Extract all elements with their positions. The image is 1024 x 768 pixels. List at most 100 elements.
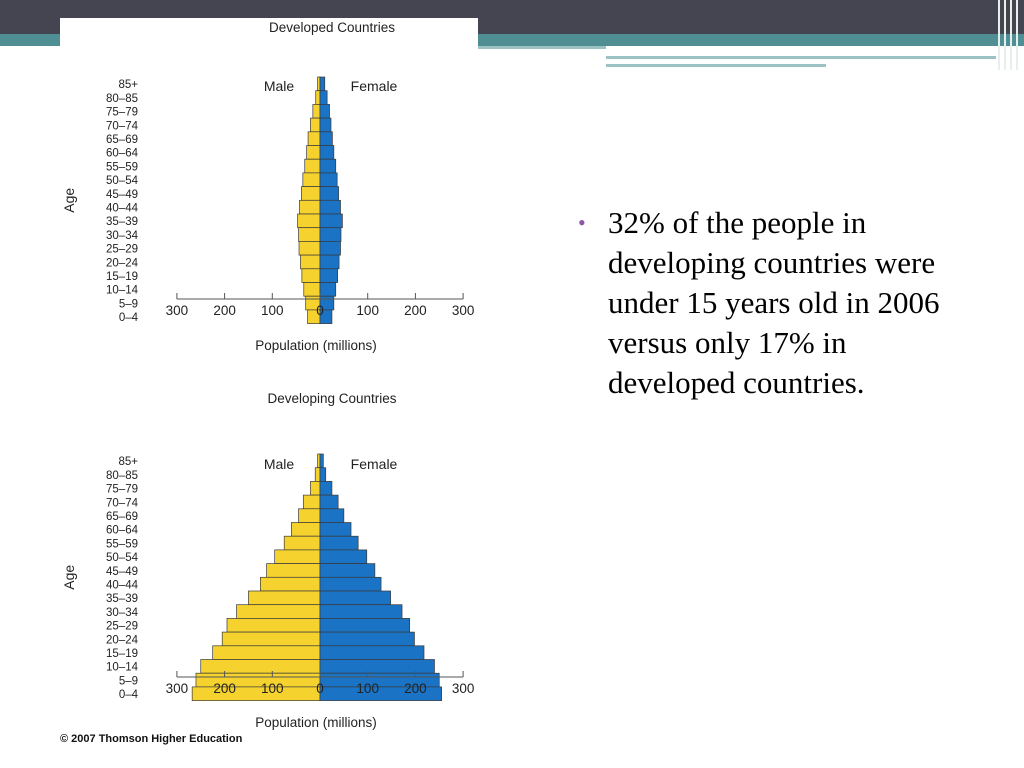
age-group-label: 65–69 bbox=[106, 134, 138, 146]
bar-female bbox=[319, 213, 343, 229]
bar-female bbox=[319, 453, 324, 469]
legend-female-label: Female bbox=[351, 456, 398, 472]
header-line bbox=[478, 46, 606, 49]
bullet-text: 32% of the people in developing countrie… bbox=[608, 205, 940, 400]
age-group-label: 60–64 bbox=[106, 525, 139, 537]
x-tick-label: 100 bbox=[261, 303, 284, 318]
age-group-label: 30–34 bbox=[106, 607, 139, 619]
bar-male bbox=[302, 172, 321, 187]
age-group-label: 85+ bbox=[118, 456, 138, 468]
population-pyramids: Developed Countries Age Population (mill… bbox=[60, 20, 475, 745]
header-vertical-lines bbox=[994, 0, 1024, 70]
bar-female bbox=[319, 686, 442, 701]
age-group-label: 75–79 bbox=[106, 484, 138, 496]
header-line bbox=[606, 56, 996, 59]
bar-female bbox=[319, 158, 337, 174]
x-tick-label: 200 bbox=[404, 681, 427, 696]
bar-male bbox=[221, 631, 321, 647]
age-group-label: 10–14 bbox=[106, 662, 139, 674]
bar-male bbox=[226, 618, 321, 633]
bar-female bbox=[319, 76, 326, 92]
bar-male bbox=[191, 686, 321, 701]
x-tick-label: 100 bbox=[261, 681, 284, 696]
header-line bbox=[606, 64, 826, 67]
age-group-label: 80–85 bbox=[106, 470, 138, 482]
bar-female bbox=[319, 172, 338, 187]
bar-male bbox=[212, 645, 321, 660]
bar-male bbox=[291, 522, 321, 537]
age-group-label: 80–85 bbox=[106, 93, 138, 105]
bar-male bbox=[266, 563, 321, 578]
pyramid-developing: Developing Countries Age Population (mil… bbox=[61, 391, 474, 730]
bar-male bbox=[300, 254, 321, 270]
age-group-label: 20–24 bbox=[106, 634, 139, 646]
bar-female bbox=[319, 254, 340, 270]
age-group-label: 50–54 bbox=[106, 175, 139, 187]
bar-male bbox=[248, 590, 321, 606]
bar-female bbox=[319, 90, 328, 105]
bar-female bbox=[319, 104, 330, 119]
age-group-label: 75–79 bbox=[106, 107, 138, 119]
bar-female bbox=[319, 590, 391, 606]
bar-male bbox=[200, 659, 321, 674]
bar-female bbox=[319, 618, 411, 633]
bar-male bbox=[283, 535, 321, 551]
age-group-label: 15–19 bbox=[106, 271, 138, 283]
x-tick-label: 300 bbox=[452, 681, 475, 696]
bar-female bbox=[319, 522, 352, 537]
x-tick-label: 200 bbox=[404, 303, 427, 318]
bar-female bbox=[319, 131, 333, 146]
copyright-text: © 2007 Thomson Higher Education bbox=[60, 733, 243, 745]
bar-female bbox=[319, 508, 345, 523]
bar-female bbox=[319, 117, 332, 133]
age-group-label: 25–29 bbox=[106, 244, 138, 256]
age-group-label: 35–39 bbox=[106, 216, 138, 228]
age-group-label: 65–69 bbox=[106, 511, 138, 523]
bar-male bbox=[298, 227, 321, 242]
bar-male bbox=[301, 186, 321, 201]
bar-female bbox=[319, 309, 333, 324]
age-group-label: 55–59 bbox=[106, 161, 138, 173]
bar-female bbox=[319, 494, 339, 510]
bar-male bbox=[306, 145, 321, 160]
x-axis-label: Population (millions) bbox=[255, 338, 377, 353]
y-axis-label: Age bbox=[61, 565, 77, 590]
bar-female bbox=[319, 549, 368, 564]
bar-female bbox=[319, 604, 403, 619]
bar-female bbox=[319, 563, 376, 578]
x-tick-label: 300 bbox=[166, 681, 189, 696]
y-axis-label: Age bbox=[61, 188, 77, 213]
bar-female bbox=[319, 186, 339, 201]
x-tick-label: 100 bbox=[356, 681, 379, 696]
age-group-label: 55–59 bbox=[106, 538, 138, 550]
bullet-dot-icon: • bbox=[578, 210, 586, 235]
age-group-label: 70–74 bbox=[106, 120, 139, 132]
age-group-label: 40–44 bbox=[106, 203, 139, 215]
age-group-label: 35–39 bbox=[106, 593, 138, 605]
bar-male bbox=[317, 453, 321, 469]
bar-female bbox=[319, 576, 382, 592]
bar-male bbox=[314, 467, 321, 482]
x-tick-label: 0 bbox=[316, 681, 324, 696]
legend-female-label: Female bbox=[351, 78, 398, 94]
age-group-label: 40–44 bbox=[106, 580, 139, 592]
age-group-label: 25–29 bbox=[106, 621, 138, 633]
bar-male bbox=[301, 268, 321, 283]
bar-female bbox=[319, 481, 333, 496]
bar-female bbox=[319, 535, 359, 551]
bar-female bbox=[319, 199, 341, 215]
age-group-label: 5–9 bbox=[119, 298, 138, 310]
x-tick-label: 0 bbox=[316, 303, 324, 318]
age-group-label: 50–54 bbox=[106, 552, 139, 564]
bar-male bbox=[298, 241, 321, 256]
bar-male bbox=[299, 199, 321, 215]
age-group-label: 70–74 bbox=[106, 497, 139, 509]
bar-male bbox=[315, 90, 321, 105]
legend-male-label: Male bbox=[264, 78, 295, 94]
bar-male bbox=[310, 117, 321, 133]
bar-male bbox=[312, 104, 321, 119]
bar-female bbox=[319, 659, 435, 674]
x-tick-label: 300 bbox=[452, 303, 475, 318]
bar-female bbox=[319, 467, 327, 482]
bar-female bbox=[319, 645, 425, 660]
